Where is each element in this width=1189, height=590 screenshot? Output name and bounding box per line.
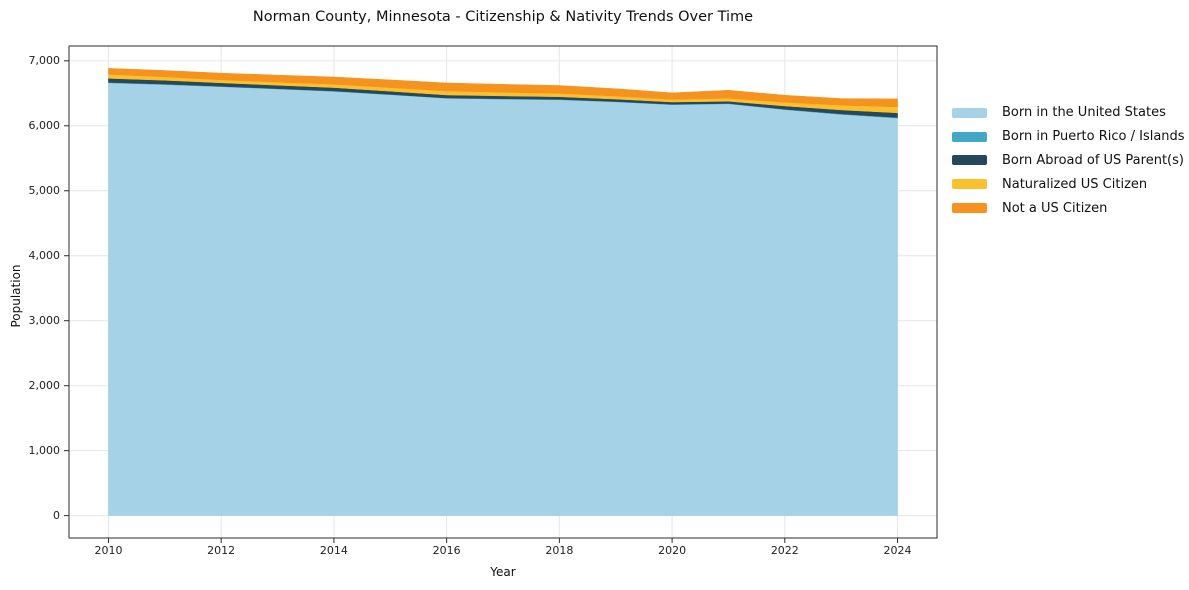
legend-label: Not a US Citizen (1002, 200, 1108, 216)
legend: Born in the United States Born in Puerto … (952, 101, 1185, 220)
legend-entry: Not a US Citizen (952, 196, 1185, 220)
legend-label: Naturalized US Citizen (1002, 176, 1148, 192)
x-tick-label: 2014 (319, 544, 348, 557)
y-tick-label: 2,000 (28, 378, 61, 392)
x-tick-label: 2020 (658, 544, 687, 557)
legend-label: Born in Puerto Rico / Islands (1002, 129, 1185, 145)
legend-entry: Born Abroad of US Parent(s) (952, 149, 1185, 173)
area-not-a-us-citizen (108, 68, 898, 108)
x-tick-label: 2018 (545, 544, 574, 557)
legend-entry: Naturalized US Citizen (952, 172, 1185, 196)
plot-border (68, 45, 938, 539)
x-tick-label: 2024 (883, 544, 912, 557)
y-tick-label: 3,000 (28, 313, 61, 327)
area-born-in-the-united-states (108, 82, 898, 516)
y-tick-label: 0 (53, 508, 60, 522)
legend-label: Born Abroad of US Parent(s) (1002, 152, 1184, 168)
legend-swatch-icon (952, 203, 987, 214)
legend-swatch-icon (952, 107, 987, 118)
y-tick-label: 6,000 (28, 118, 61, 132)
legend-label: Born in the United States (1002, 105, 1166, 121)
y-tick-label: 5,000 (28, 183, 61, 197)
y-tick-label: 4,000 (28, 248, 61, 262)
x-tick-label: 2010 (94, 544, 123, 557)
x-tick-label: 2022 (770, 544, 799, 557)
x-tick-label: 2016 (432, 544, 461, 557)
legend-swatch-icon (952, 155, 987, 166)
y-tick-label: 7,000 (28, 53, 61, 67)
legend-swatch-icon (952, 179, 987, 190)
legend-swatch-icon (952, 131, 987, 142)
x-tick-label: 2012 (207, 544, 236, 557)
y-tick-label: 1,000 (28, 443, 61, 457)
legend-entry: Born in the United States (952, 101, 1185, 125)
x-axis-label: Year (490, 565, 516, 579)
chart-title: Norman County, Minnesota - Citizenship &… (252, 9, 754, 25)
legend-entry: Born in Puerto Rico / Islands (952, 125, 1185, 149)
